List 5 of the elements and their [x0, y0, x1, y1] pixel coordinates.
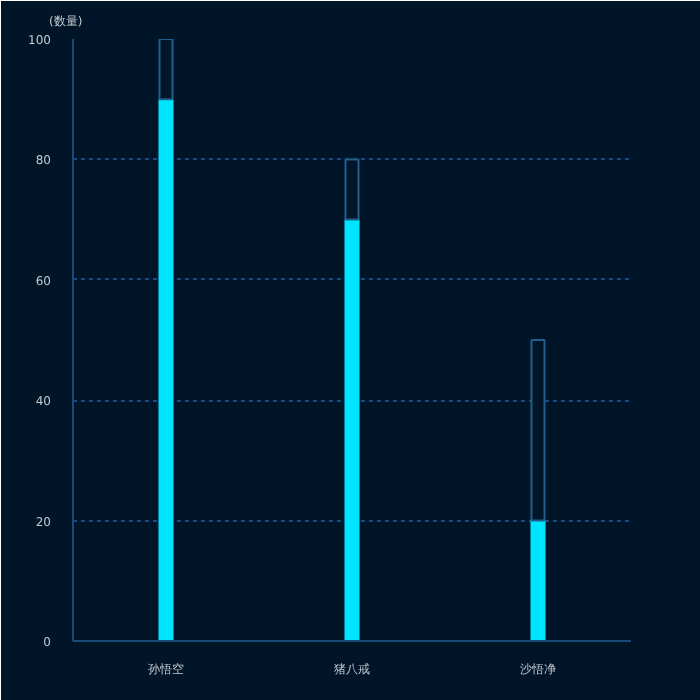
- bar: [344, 158, 360, 221]
- bar: [530, 519, 546, 641]
- bar: [530, 339, 546, 522]
- bar: [344, 218, 360, 641]
- bar: [158, 98, 174, 641]
